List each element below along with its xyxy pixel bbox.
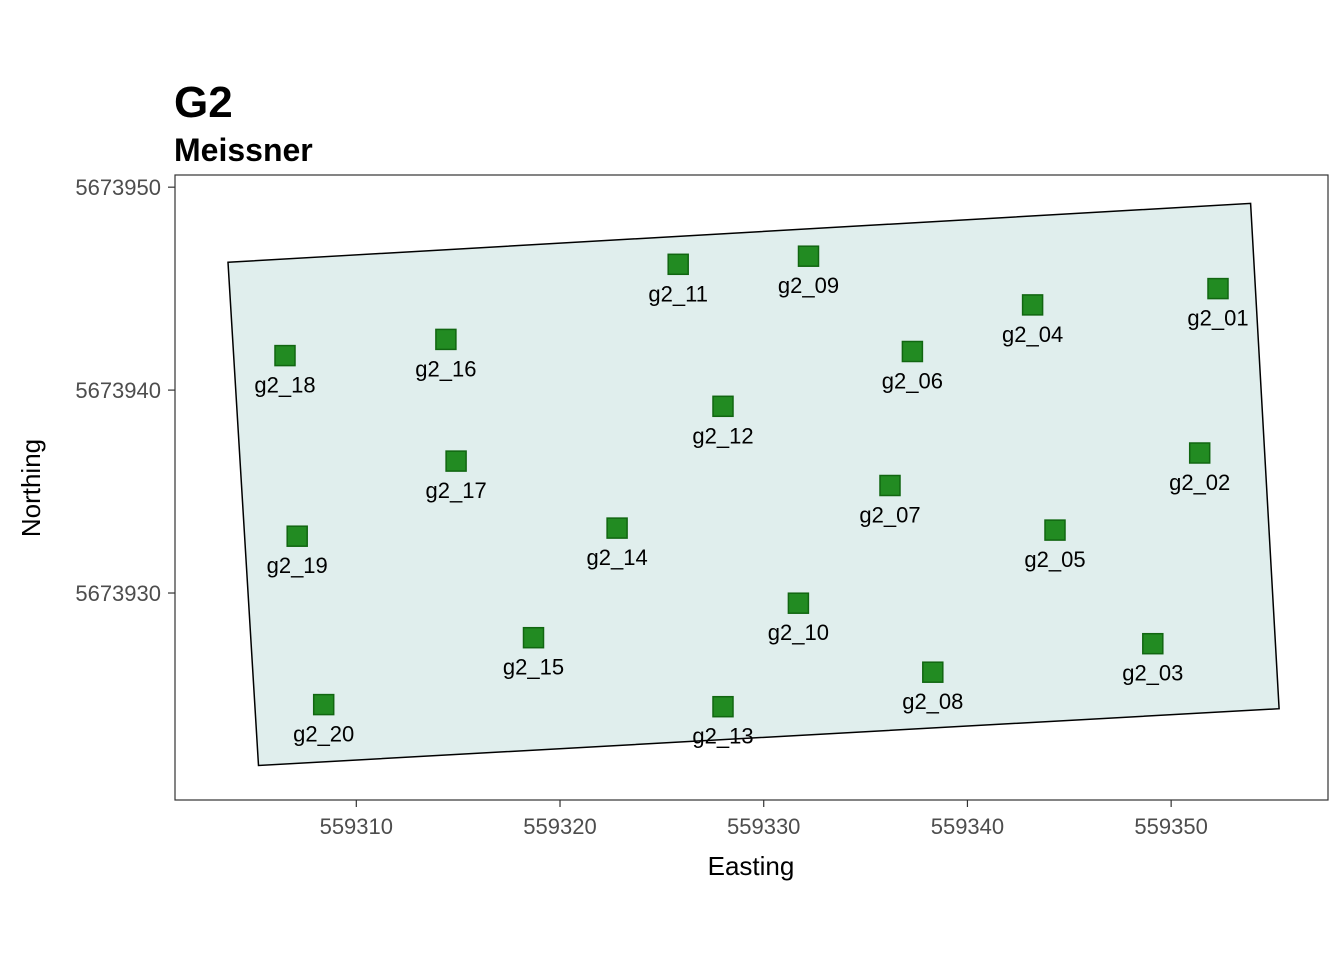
point-label-g2_12: g2_12 bbox=[692, 423, 753, 448]
chart-title: G2 bbox=[174, 78, 233, 127]
point-label-g2_18: g2_18 bbox=[254, 373, 315, 398]
point-g2_18 bbox=[274, 344, 296, 367]
point-g2_02 bbox=[1188, 442, 1211, 464]
point-g2_20 bbox=[312, 693, 335, 716]
point-g2_19 bbox=[286, 525, 308, 547]
point-label-g2_15: g2_15 bbox=[503, 655, 564, 680]
x-tick-label: 559310 bbox=[320, 814, 393, 839]
y-tick-label: 5673950 bbox=[75, 175, 161, 200]
point-g2_16 bbox=[435, 328, 457, 351]
point-g2_06 bbox=[901, 340, 924, 363]
y-axis: 5673930 5673940 5673950 bbox=[75, 175, 175, 606]
point-label-g2_19: g2_19 bbox=[267, 553, 328, 578]
point-g2_07 bbox=[879, 474, 901, 497]
point-label-g2_08: g2_08 bbox=[902, 689, 963, 714]
point-g2_10 bbox=[787, 592, 810, 614]
x-tick-label: 559330 bbox=[727, 814, 800, 839]
point-label-g2_17: g2_17 bbox=[426, 478, 487, 503]
point-labels-layer: g2_01 g2_02 g2_03 g2_04 g2_05 g2_06 g2_07 g2_08… bbox=[254, 273, 1248, 749]
point-label-g2_05: g2_05 bbox=[1024, 547, 1085, 572]
y-tick-label: 5673930 bbox=[75, 581, 161, 606]
point-g2_13 bbox=[712, 695, 734, 718]
point-g2_09 bbox=[797, 245, 820, 267]
point-g2_17 bbox=[445, 450, 467, 472]
point-g2_12 bbox=[712, 395, 734, 418]
point-label-g2_06: g2_06 bbox=[882, 369, 943, 394]
point-g2_14 bbox=[606, 517, 628, 539]
point-label-g2_02: g2_02 bbox=[1169, 470, 1230, 495]
y-tick-label: 5673940 bbox=[75, 378, 161, 403]
x-tick-label: 559320 bbox=[523, 814, 596, 839]
y-axis-title: Northing bbox=[16, 439, 46, 537]
points-layer bbox=[274, 245, 1229, 718]
point-label-g2_16: g2_16 bbox=[415, 356, 476, 381]
point-label-g2_04: g2_04 bbox=[1002, 322, 1063, 347]
point-label-g2_03: g2_03 bbox=[1122, 661, 1183, 686]
x-axis-title: Easting bbox=[708, 851, 795, 881]
point-g2_01 bbox=[1207, 277, 1229, 300]
point-g2_03 bbox=[1142, 632, 1164, 655]
point-label-g2_07: g2_07 bbox=[859, 503, 920, 528]
point-g2_05 bbox=[1044, 519, 1066, 541]
x-tick-label: 559350 bbox=[1134, 814, 1207, 839]
point-g2_11 bbox=[667, 253, 689, 276]
point-label-g2_11: g2_11 bbox=[648, 281, 708, 306]
chart-subtitle: Meissner bbox=[174, 132, 313, 168]
point-label-g2_14: g2_14 bbox=[587, 545, 648, 570]
point-label-g2_10: g2_10 bbox=[768, 620, 829, 645]
point-label-g2_01: g2_01 bbox=[1187, 306, 1248, 331]
x-axis: 559310 559320 559330 559340 559350 bbox=[320, 800, 1208, 839]
x-tick-label: 559340 bbox=[931, 814, 1004, 839]
point-label-g2_20: g2_20 bbox=[293, 722, 354, 747]
plot-boundary-layer bbox=[227, 202, 1280, 767]
point-label-g2_09: g2_09 bbox=[778, 273, 839, 298]
point-g2_04 bbox=[1021, 294, 1044, 316]
point-g2_15 bbox=[522, 626, 545, 649]
plot-boundary-polygon bbox=[227, 202, 1280, 767]
point-label-g2_13: g2_13 bbox=[692, 724, 753, 749]
point-g2_08 bbox=[922, 661, 944, 683]
